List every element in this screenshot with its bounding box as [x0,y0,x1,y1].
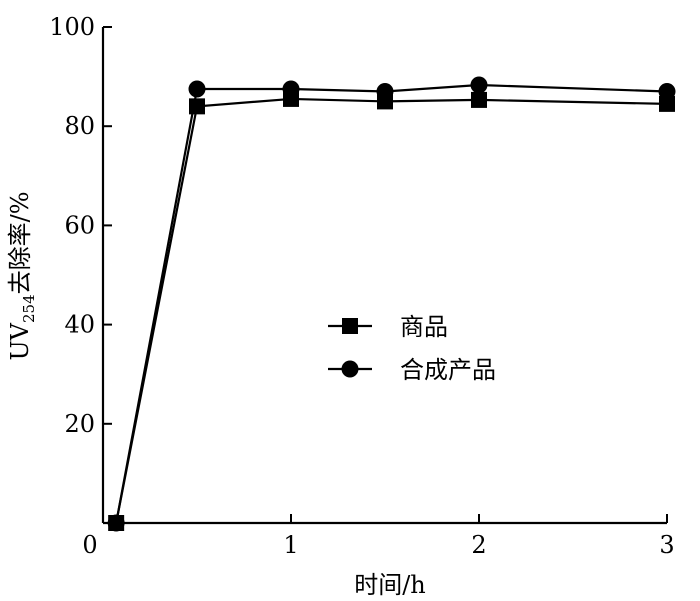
axes [101,27,667,525]
data-point [471,91,487,108]
series-layer [107,76,676,532]
series-1 [108,90,675,531]
x-tick-label: 3 [659,531,674,559]
y-axis-title-suffix: 去除率/% [6,191,34,294]
series-2 [107,76,676,532]
y-axis-title: UV254去除率/% [6,191,38,360]
y-tick-label: 100 [49,13,95,41]
legend-marker [341,360,359,378]
data-point [376,82,394,100]
data-point [188,80,206,98]
y-tick-label: 20 [64,410,95,438]
y-axis-title-subscript: 254 [20,294,38,323]
x-tick-label: 2 [471,531,486,559]
series-line [115,97,668,524]
legend-label: 合成产品 [400,356,496,384]
x-tick-label: 0 [82,531,97,559]
data-point [282,80,300,98]
y-axis-title-prefix: UV [6,322,34,360]
data-point [659,95,675,112]
y-tick-label: 40 [64,311,95,339]
legend-item-1: 商品 [328,313,448,341]
legend-marker [342,318,358,334]
y-tick-label: 80 [64,112,95,140]
data-point [470,76,488,94]
x-axis-title: 时间/h [354,571,426,599]
legend-label: 商品 [400,313,448,341]
x-tick-label: 1 [283,531,298,559]
y-tick-label: 60 [64,211,95,239]
data-point [189,98,205,115]
series-line [115,83,668,524]
data-point [107,514,125,532]
legend-item-2: 合成产品 [328,356,496,384]
data-point [658,82,676,100]
x-axis-ticks: 0 1 2 3 [82,514,675,559]
y-axis-ticks: 20 40 60 80 100 [49,13,112,438]
